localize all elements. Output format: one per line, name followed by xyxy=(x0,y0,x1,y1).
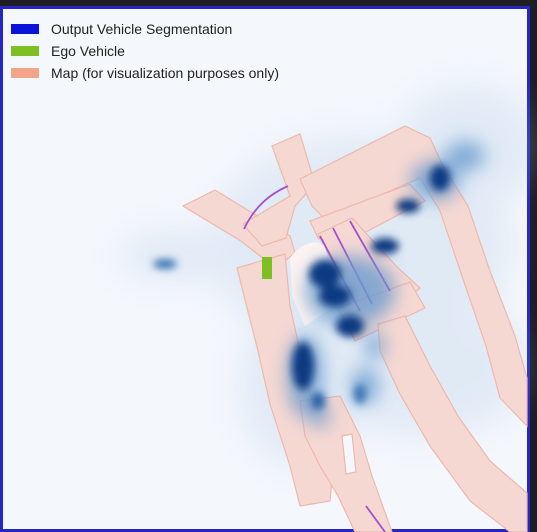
legend-item-ego: Ego Vehicle xyxy=(11,40,279,62)
legend-swatch-map xyxy=(11,68,39,78)
road-island xyxy=(341,433,357,475)
vehicle-blob-8 xyxy=(153,259,177,269)
vehicle-blob-7 xyxy=(292,342,314,390)
lane-divider-arc xyxy=(243,185,289,230)
legend-label-map: Map (for visualization purposes only) xyxy=(51,65,279,81)
bev-canvas xyxy=(0,6,537,532)
bev-frame: Output Vehicle Segmentation Ego Vehicle … xyxy=(0,6,537,532)
legend-item-map: Map (for visualization purposes only) xyxy=(11,62,279,84)
vehicle-blob-10 xyxy=(311,392,325,410)
vehicle-blob-3 xyxy=(336,315,364,337)
vehicle-blob-4 xyxy=(371,238,399,254)
legend-item-segmentation: Output Vehicle Segmentation xyxy=(11,18,279,40)
road-southeast xyxy=(377,315,528,532)
segmentation-blobs xyxy=(153,141,485,428)
legend-swatch-ego xyxy=(11,46,39,56)
legend-label-ego: Ego Vehicle xyxy=(51,43,125,59)
vehicle-blob-6 xyxy=(430,165,450,191)
ego-vehicle xyxy=(262,257,272,279)
legend-label-segmentation: Output Vehicle Segmentation xyxy=(51,21,233,37)
legend-swatch-segmentation xyxy=(11,24,39,34)
lane-divider-south xyxy=(365,505,386,532)
road-upper-junction xyxy=(242,133,316,247)
vehicle-blob-2 xyxy=(319,285,351,307)
legend: Output Vehicle Segmentation Ego Vehicle … xyxy=(11,18,279,84)
vehicle-blob-9 xyxy=(354,384,366,404)
vehicle-blob-1 xyxy=(309,260,341,288)
vehicle-blob-5 xyxy=(396,199,420,213)
